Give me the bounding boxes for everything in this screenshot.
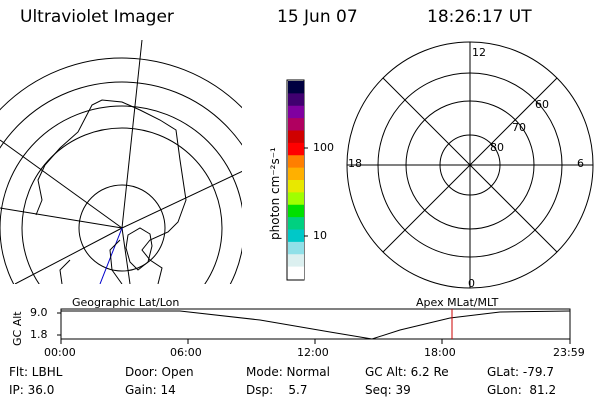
colorbar-swatch [288, 192, 304, 206]
geo-map-caption: Geographic Lat/Lon [72, 296, 180, 309]
geo-meridian [14, 227, 123, 284]
timeline-y-tick-label-1-8: 1.8 [30, 328, 48, 341]
status-ip: IP: 36.0 [9, 383, 55, 397]
polar-plot [346, 41, 594, 289]
mlat-label-60: 60 [535, 98, 549, 111]
continent-outline [35, 99, 187, 284]
status-gc-alt: GC Alt: 6.2 Re [365, 365, 449, 379]
colorbar-swatch [288, 167, 304, 181]
mlat-label-70: 70 [512, 121, 526, 134]
colorbar-swatch [288, 204, 304, 218]
colorbar-swatch [288, 229, 304, 243]
geo-latitude-circle-mid [21, 127, 223, 284]
colorbar-swatch [288, 155, 304, 169]
timeline-y-label: GC Alt [11, 311, 24, 346]
colorbar-swatch [288, 217, 304, 230]
colorbar-swatch [288, 180, 304, 193]
timeline-x-tick-label: 12:00 [297, 346, 329, 359]
timeline-x-tick-label: 00:00 [44, 346, 76, 359]
geo-latitude-circle-inner [78, 184, 166, 272]
status-seq: Seq: 39 [365, 383, 411, 397]
colorbar-swatch [288, 130, 304, 144]
colorbar-tick-label-100: 100 [313, 141, 334, 154]
geo-latitude-circle [0, 81, 242, 149]
mlt-label-12: 12 [472, 46, 486, 59]
colorbar-swatch [288, 105, 304, 119]
status-glon: GLon: 81.2 [487, 383, 557, 397]
altitude-timeline [57, 308, 571, 344]
geo-latitude-circle [0, 105, 242, 284]
colorbar-swatch [288, 81, 304, 94]
geo-meridian [121, 227, 131, 284]
geo-meridian [0, 207, 123, 229]
colorbar-swatch [288, 241, 304, 255]
colorbar-swatch [288, 118, 304, 131]
time-label: 18:26:17 UT [427, 7, 532, 27]
status-glat: GLat: -79.7 [487, 365, 554, 379]
timeline-x-tick-label: 06:00 [170, 346, 202, 359]
geo-meridian [121, 170, 242, 229]
mlt-label-6: 6 [577, 157, 584, 170]
timeline-x-tick-label: 23:59 [553, 346, 585, 359]
date-label: 15 Jun 07 [277, 7, 358, 27]
polar-plot-caption: Apex MLat/MLT [416, 296, 499, 309]
geo-meridian [0, 139, 123, 229]
status-door: Door: Open [125, 365, 194, 379]
timeline-y-tick-label-9: 9.0 [30, 306, 48, 319]
geo-meridian [121, 39, 143, 229]
status-gain: Gain: 14 [125, 383, 176, 397]
colorbar-swatch [288, 142, 304, 156]
instrument-title: Ultraviolet Imager [20, 7, 174, 27]
colorbar [286, 79, 308, 281]
timeline-frame [60, 308, 571, 340]
status-mode: Mode: Normal [246, 365, 330, 379]
status-dsp: Dsp: 5.7 [246, 383, 308, 397]
colorbar-unit-label: photon cm⁻²s⁻¹ [268, 147, 282, 240]
coastline-feature [125, 227, 153, 271]
mlat-label-80: 80 [490, 141, 504, 154]
polar-meridian-diagonal [382, 77, 558, 253]
status-filter: Flt: LBHL [9, 365, 63, 379]
mlt-label-0: 0 [468, 277, 475, 290]
colorbar-tick-label-10: 10 [313, 229, 327, 242]
timeline-x-tick-label: 18:00 [424, 346, 456, 359]
colorbar-swatch [288, 266, 304, 280]
geo-latitude-circle-outer [0, 57, 242, 111]
colorbar-swatch [288, 93, 304, 107]
colorbar-swatch [288, 254, 304, 268]
mlt-label-18: 18 [348, 157, 362, 170]
altitude-curve [61, 310, 571, 340]
